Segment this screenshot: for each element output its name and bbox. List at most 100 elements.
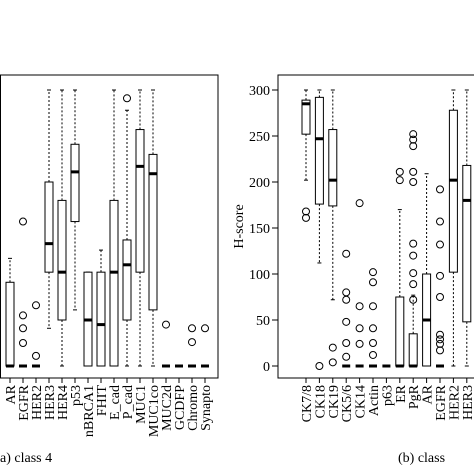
y-tick-label: 150 [249,222,270,237]
x-tick-label: MUC2d [160,385,175,431]
box [70,143,80,223]
y-tick-label: 250 [249,130,270,145]
box [135,129,145,273]
x-tick-label: AR [421,384,436,404]
outlier [436,185,444,194]
x-tick-label: HER3 [43,385,58,420]
outlier [302,207,310,216]
outlier [409,251,418,260]
outlier [409,135,418,144]
x-tick-label: Actin [367,385,382,416]
plot-frame [277,74,474,379]
outlier [302,213,310,222]
outlier [342,249,351,258]
outlier [19,339,27,347]
x-tick-label: CK5/6 [340,385,355,422]
x-tick-label: P_cad [121,385,136,419]
box [328,129,338,207]
x-tick-label: AR [4,384,19,404]
outlier [436,346,444,355]
box [314,96,324,205]
plot-frame [0,74,219,379]
caption: a) class 4 [0,451,52,466]
outlier [395,176,404,185]
x-tick-label: HER2 [30,385,45,420]
x-tick-label: PgR [407,384,422,409]
outlier [436,293,444,301]
outlier [188,338,196,347]
x-tick-label: GCDFP [173,385,188,430]
outlier [342,339,351,347]
outlier [315,362,324,370]
outlier [32,351,40,360]
outlier [436,335,444,344]
outlier [436,217,444,226]
outlier [369,278,377,287]
outlier [32,301,40,310]
x-tick-label: MUC1co [147,385,162,437]
outlier [409,142,418,151]
box [109,199,119,367]
outlier [395,167,404,176]
x-tick-label: p63 [380,385,395,406]
outlier [436,330,444,339]
y-tick-label: 50 [256,314,270,329]
x-tick-label: E_cad [108,385,123,420]
x-tick-label: MUC1 [134,385,149,424]
box [462,164,472,323]
box [148,153,158,311]
box [408,333,418,367]
outlier [369,302,377,311]
y-tick-label: 100 [249,268,270,283]
box [96,271,106,367]
outlier [188,324,196,333]
x-tick-label: HER2 [447,385,462,420]
box [448,109,458,273]
outlier [409,239,418,248]
x-tick-label: Synapto [199,385,214,431]
outlier [328,358,337,367]
box [57,199,67,321]
outlier [19,311,27,320]
outlier [19,324,27,333]
box [301,99,311,135]
y-axis-label: H-score [232,204,247,248]
outlier [436,240,444,249]
y-tick-label: 200 [249,176,270,191]
x-tick-label: p53 [69,385,84,406]
box [5,281,15,367]
x-tick-label: EGFR [17,384,32,420]
outlier [409,130,418,139]
x-tick-label: FHIT [95,385,110,417]
box [395,296,405,367]
outlier [369,268,377,277]
outlier [342,352,351,361]
outlier [355,324,364,333]
outlier [409,178,418,186]
outlier [409,269,418,278]
outlier [19,217,27,226]
box [44,181,54,273]
outlier [162,320,170,329]
box [122,239,132,321]
x-tick-label: nBRCA1 [82,385,97,437]
outlier [369,339,377,347]
x-tick-label: HER4 [56,385,71,420]
x-tick-label: CK14 [354,385,369,418]
outlier [369,350,377,359]
outlier [409,167,418,176]
x-tick-label: ER [394,384,409,403]
x-tick-label: CK18 [313,385,328,418]
caption: (b) class [398,451,445,466]
outlier [355,199,364,208]
outlier [436,339,444,348]
outlier [409,295,418,304]
y-tick-label: 0 [263,360,270,375]
outlier [201,324,209,333]
outlier [342,317,351,326]
outlier [328,343,337,352]
x-tick-label: HER3 [461,385,474,420]
outlier [355,302,364,311]
